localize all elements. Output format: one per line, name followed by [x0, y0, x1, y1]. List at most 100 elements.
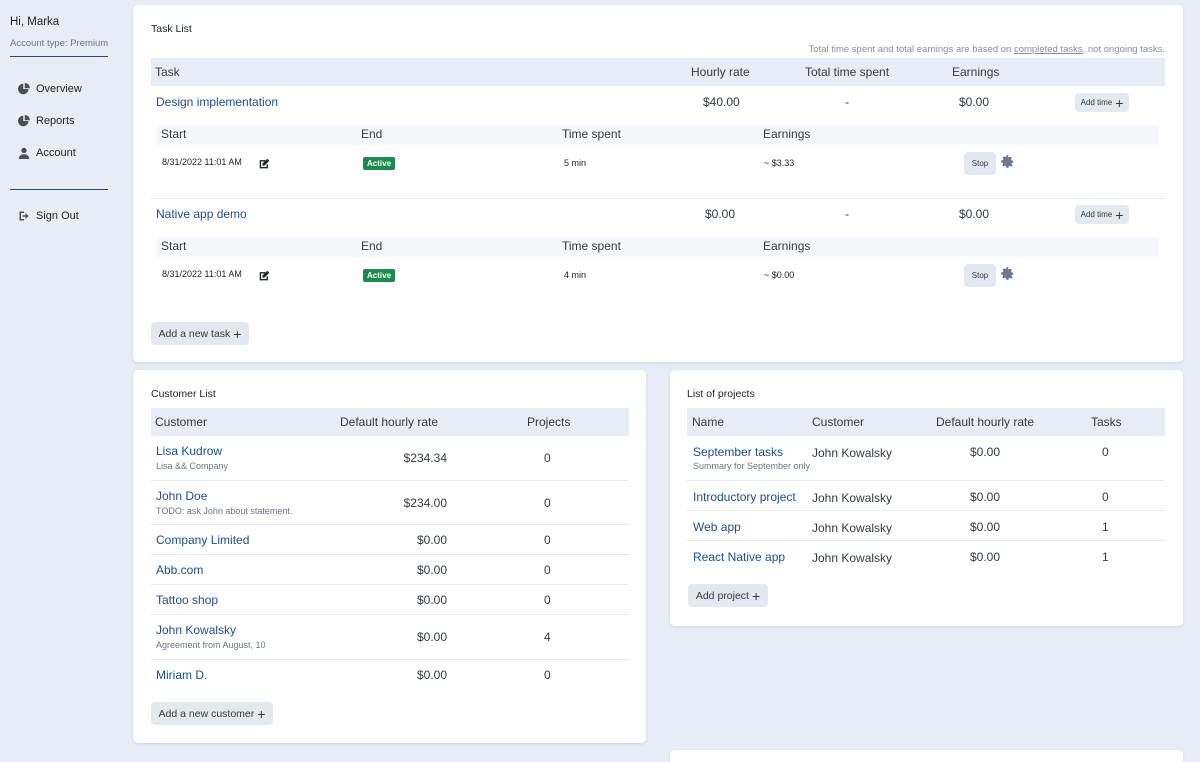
add-task-button[interactable]: Add a new task +	[151, 322, 249, 345]
task-rate: $0.00	[705, 207, 736, 221]
col-header: End	[361, 239, 383, 253]
customer-rate: $234.34	[403, 451, 447, 465]
gear-icon[interactable]	[1001, 267, 1014, 280]
col-header: Earnings	[952, 65, 1000, 79]
customer-name-link[interactable]: John Doe	[156, 489, 208, 503]
row-divider	[687, 540, 1165, 541]
col-header: End	[361, 127, 383, 141]
entries-header: Start End Time spent Earnings	[157, 125, 1159, 145]
entry-earnings: ~ $0.00	[764, 270, 795, 280]
task-list-card: Task List Total time spent and total ear…	[133, 5, 1183, 362]
additional-card	[670, 750, 1183, 762]
col-header: Tasks	[1091, 415, 1122, 429]
project-customer: John Kowalsky	[812, 446, 893, 460]
status-badge: Active	[363, 269, 396, 282]
add-customer-button[interactable]: Add a new customer +	[151, 702, 273, 725]
task-name-link[interactable]: Native app demo	[156, 207, 247, 221]
customer-projects: 0	[544, 496, 551, 510]
divider	[10, 56, 108, 57]
customer-name-link[interactable]: Company Limited	[156, 533, 250, 547]
add-project-button[interactable]: Add project +	[688, 584, 768, 607]
edit-icon[interactable]	[259, 270, 270, 281]
project-rate: $0.00	[970, 520, 1001, 534]
customer-name-link[interactable]: Lisa Kudrow	[156, 444, 223, 458]
customer-rate: $0.00	[416, 563, 447, 577]
col-header: Name	[692, 415, 725, 429]
customer-list-card: Customer List Customer Default hourly ra…	[133, 370, 646, 743]
greeting: Hi, Marka	[10, 16, 60, 28]
col-header: Total time spent	[805, 65, 890, 79]
card-title: List of projects	[687, 388, 755, 400]
account-type: Account type: Premium	[10, 38, 109, 49]
col-header: Hourly rate	[691, 65, 750, 79]
project-list-card: List of projects Name Customer Default h…	[670, 370, 1183, 626]
nav-overview[interactable]: Overview	[18, 83, 82, 95]
row-divider	[151, 584, 629, 585]
entry-earnings: ~ $3.33	[764, 158, 795, 168]
customer-projects: 0	[544, 563, 551, 577]
customer-note: TODO: ask John about statement.	[156, 506, 293, 516]
pie-chart-icon	[18, 83, 30, 95]
nav-label: Account	[36, 147, 76, 159]
task-earnings: $0.00	[959, 95, 990, 109]
task-rate: $40.00	[703, 95, 740, 109]
project-name-link[interactable]: Web app	[693, 520, 741, 534]
edit-icon[interactable]	[259, 158, 270, 169]
card-title: Customer List	[151, 388, 216, 400]
customer-projects: 0	[544, 533, 551, 547]
button-label: Add a new customer	[158, 707, 255, 720]
task-earnings: $0.00	[959, 207, 990, 221]
nav-account[interactable]: Account	[18, 147, 76, 159]
task-total-time: -	[845, 95, 849, 109]
plus-icon: +	[1115, 94, 1124, 111]
customer-name-link[interactable]: John Kowalsky	[156, 623, 237, 637]
add-time-button[interactable]: Add time +	[1075, 93, 1129, 112]
col-header: Earnings	[763, 239, 811, 253]
col-header: Customer	[155, 415, 208, 429]
customer-rate: $0.00	[416, 593, 447, 607]
stop-button[interactable]: Stop	[964, 264, 996, 287]
pie-chart-icon	[18, 115, 30, 127]
project-note: Summary for September only	[693, 461, 811, 471]
entry-start: 8/31/2022 11:01 AM	[162, 157, 242, 167]
project-customer: John Kowalsky	[812, 521, 893, 535]
project-name-link[interactable]: React Native app	[693, 550, 786, 564]
row-divider	[687, 480, 1165, 481]
nav-reports[interactable]: Reports	[18, 115, 75, 127]
nav-label: Overview	[36, 83, 82, 95]
stop-button[interactable]: Stop	[964, 152, 996, 175]
project-customer: John Kowalsky	[812, 491, 893, 505]
entry-time: 5 min	[564, 158, 587, 168]
task-total-time: -	[845, 207, 849, 221]
divider	[151, 198, 1165, 199]
row-divider	[151, 659, 629, 660]
plus-icon: +	[751, 587, 761, 604]
project-tasks: 0	[1102, 445, 1109, 459]
project-name-link[interactable]: Introductory project	[693, 490, 796, 504]
project-tasks: 1	[1102, 550, 1109, 564]
row-divider	[151, 524, 629, 525]
project-rate: $0.00	[970, 490, 1001, 504]
gear-icon[interactable]	[1001, 155, 1014, 168]
entries-header: Start End Time spent Earnings	[157, 237, 1159, 257]
customer-name-link[interactable]: Miriam D.	[156, 668, 208, 682]
customer-name-link[interactable]: Tattoo shop	[156, 593, 219, 607]
customer-note: Agreement from August, 10	[156, 640, 266, 650]
plus-icon: +	[1115, 206, 1124, 223]
note-text: , not ongoing tasks.	[1082, 44, 1165, 55]
customer-rate: $234.00	[403, 496, 447, 510]
customer-name-link[interactable]: Abb.com	[156, 563, 204, 577]
task-name-link[interactable]: Design implementation	[156, 95, 279, 109]
project-tasks: 0	[1102, 490, 1109, 504]
nav-label: Reports	[36, 115, 75, 127]
row-divider	[151, 554, 629, 555]
nav-sign-out[interactable]: Sign Out	[18, 210, 79, 222]
add-time-button[interactable]: Add time +	[1075, 205, 1129, 224]
table-header: Name Customer Default hourly rate Tasks	[687, 408, 1165, 436]
plus-icon: +	[257, 705, 266, 722]
completed-tasks-link[interactable]: completed tasks	[1013, 44, 1083, 55]
project-name-link[interactable]: September tasks	[693, 445, 784, 459]
col-header: Start	[161, 127, 187, 141]
project-rate: $0.00	[970, 550, 1001, 564]
divider	[10, 189, 108, 190]
